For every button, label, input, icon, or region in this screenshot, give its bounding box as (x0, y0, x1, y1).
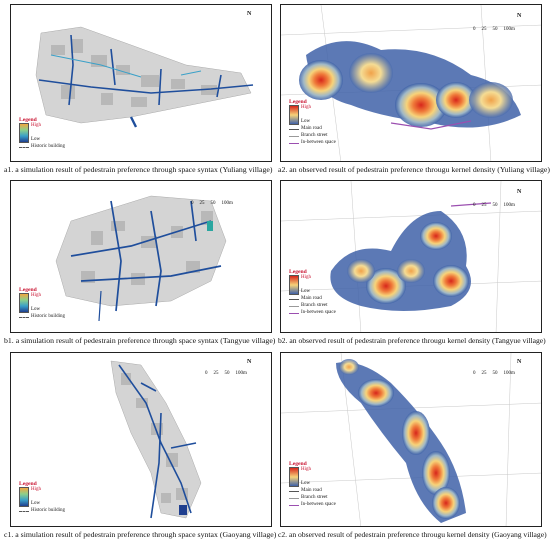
legend-branch-street: Branch street (301, 303, 328, 308)
legend-low: Low (301, 481, 311, 486)
syntax-map-gaoyang (110, 360, 202, 519)
legend-title: Legend (19, 117, 37, 123)
legend-main-road: Main road (301, 296, 322, 301)
legend-gradient (19, 123, 29, 143)
scale-tick: 0 (473, 371, 476, 376)
kde-map-tangyue (281, 181, 541, 332)
north-arrow: N (247, 11, 252, 17)
kde-map-yuliang (281, 5, 541, 161)
caption-c2: c2. an observed result of pedestrain pre… (278, 530, 547, 539)
legend-high: High (31, 123, 41, 128)
scale-bar: 0 25 50 100m (473, 27, 515, 32)
legend-historic: Historic building (31, 508, 66, 513)
legend-low: Low (301, 289, 311, 294)
legend-gradient (289, 467, 299, 487)
legend-low: Low (31, 137, 41, 142)
legend-title: Legend (289, 99, 307, 105)
scale-tick: 25 (481, 371, 487, 376)
legend-historic: Historic building (31, 314, 66, 319)
scale-bar: 0 25 50 100m (191, 201, 233, 206)
legend-gradient (289, 275, 299, 295)
caption-c1: c1. a simulation result of pedestrain pr… (4, 530, 277, 539)
scale-tick: 0 (205, 371, 208, 376)
legend-title: Legend (289, 269, 307, 275)
legend-in-between: In-between space (301, 310, 336, 315)
legend-branch-street: Branch street (301, 495, 328, 500)
scale-tick: 0 (473, 27, 476, 32)
legend-a2: Legend High Low Main road Branch street … (289, 99, 336, 146)
legend-low: Low (31, 307, 41, 312)
syntax-map-yuliang (35, 26, 254, 128)
scale-tick: 25 (213, 371, 219, 376)
legend-low: Low (301, 119, 311, 124)
legend-c1: Legend High Low Historic building (19, 481, 65, 514)
scale-tick: 25 (481, 27, 487, 32)
caption-b2: b2. an observed result of pedestrain pre… (278, 336, 546, 345)
panel-c1: N 0 25 50 100m Legend High Low Historic … (10, 352, 272, 527)
scale-tick: 100m (503, 371, 515, 376)
north-arrow: N (517, 13, 522, 19)
scale-bar: 0 25 50 100m (205, 371, 247, 376)
scale-tick: 100m (221, 201, 233, 206)
scale-tick: 50 (492, 27, 498, 32)
scale-tick: 100m (235, 371, 247, 376)
scale-tick: 0 (473, 203, 476, 208)
panel-b1: 0 25 50 100m Legend High Low Historic bu… (10, 180, 272, 333)
legend-main-road: Main road (301, 126, 322, 131)
caption-a1: a1. a simulation result of pedestrain pr… (4, 165, 273, 174)
scale-tick: 25 (481, 203, 487, 208)
panel-b2: N 0 25 50 100m Legend High Low Main road… (280, 180, 542, 333)
legend-a1: Legend High Low Historic building (19, 117, 65, 150)
scale-tick: 0 (191, 201, 194, 206)
legend-in-between: In-between space (301, 140, 336, 145)
legend-gradient (19, 293, 29, 313)
legend-gradient (289, 105, 299, 125)
panel-a1: N Legend High Low Historic building (10, 4, 272, 162)
north-arrow: N (517, 359, 522, 365)
legend-high: High (301, 105, 311, 110)
panel-c2: N 0 25 50 100m Legend High Low Main road… (280, 352, 542, 527)
scale-bar: 0 25 50 100m (473, 371, 515, 376)
legend-main-road: Main road (301, 488, 322, 493)
kde-map-gaoyang (281, 353, 541, 526)
legend-title: Legend (19, 481, 37, 487)
north-arrow: N (247, 359, 252, 365)
legend-high: High (31, 293, 41, 298)
legend-high: High (301, 467, 311, 472)
scale-tick: 100m (503, 203, 515, 208)
legend-low: Low (31, 501, 41, 506)
legend-gradient (19, 487, 29, 507)
caption-b1: b1. a simulation result of pedestrain pr… (4, 336, 276, 345)
syntax-map-tangyue (55, 195, 227, 322)
legend-high: High (301, 275, 311, 280)
legend-branch-street: Branch street (301, 133, 328, 138)
legend-title: Legend (289, 461, 307, 467)
legend-in-between: In-between space (301, 502, 336, 507)
legend-high: High (31, 487, 41, 492)
legend-c2: Legend High Low Main road Branch street … (289, 461, 336, 508)
panel-a2: N 0 25 50 100m Legend High Low Main road… (280, 4, 542, 162)
scale-tick: 50 (224, 371, 230, 376)
legend-title: Legend (19, 287, 37, 293)
scale-tick: 50 (210, 201, 216, 206)
scale-tick: 50 (492, 371, 498, 376)
legend-b2: Legend High Low Main road Branch street … (289, 269, 336, 316)
scale-tick: 25 (199, 201, 205, 206)
legend-historic: Historic building (31, 144, 66, 149)
north-arrow: N (517, 189, 522, 195)
caption-a2: a2. an observed result of pedestrain pre… (278, 165, 550, 174)
scale-tick: 100m (503, 27, 515, 32)
scale-bar: 0 25 50 100m (473, 203, 515, 208)
legend-b1: Legend High Low Historic building (19, 287, 65, 320)
scale-tick: 50 (492, 203, 498, 208)
